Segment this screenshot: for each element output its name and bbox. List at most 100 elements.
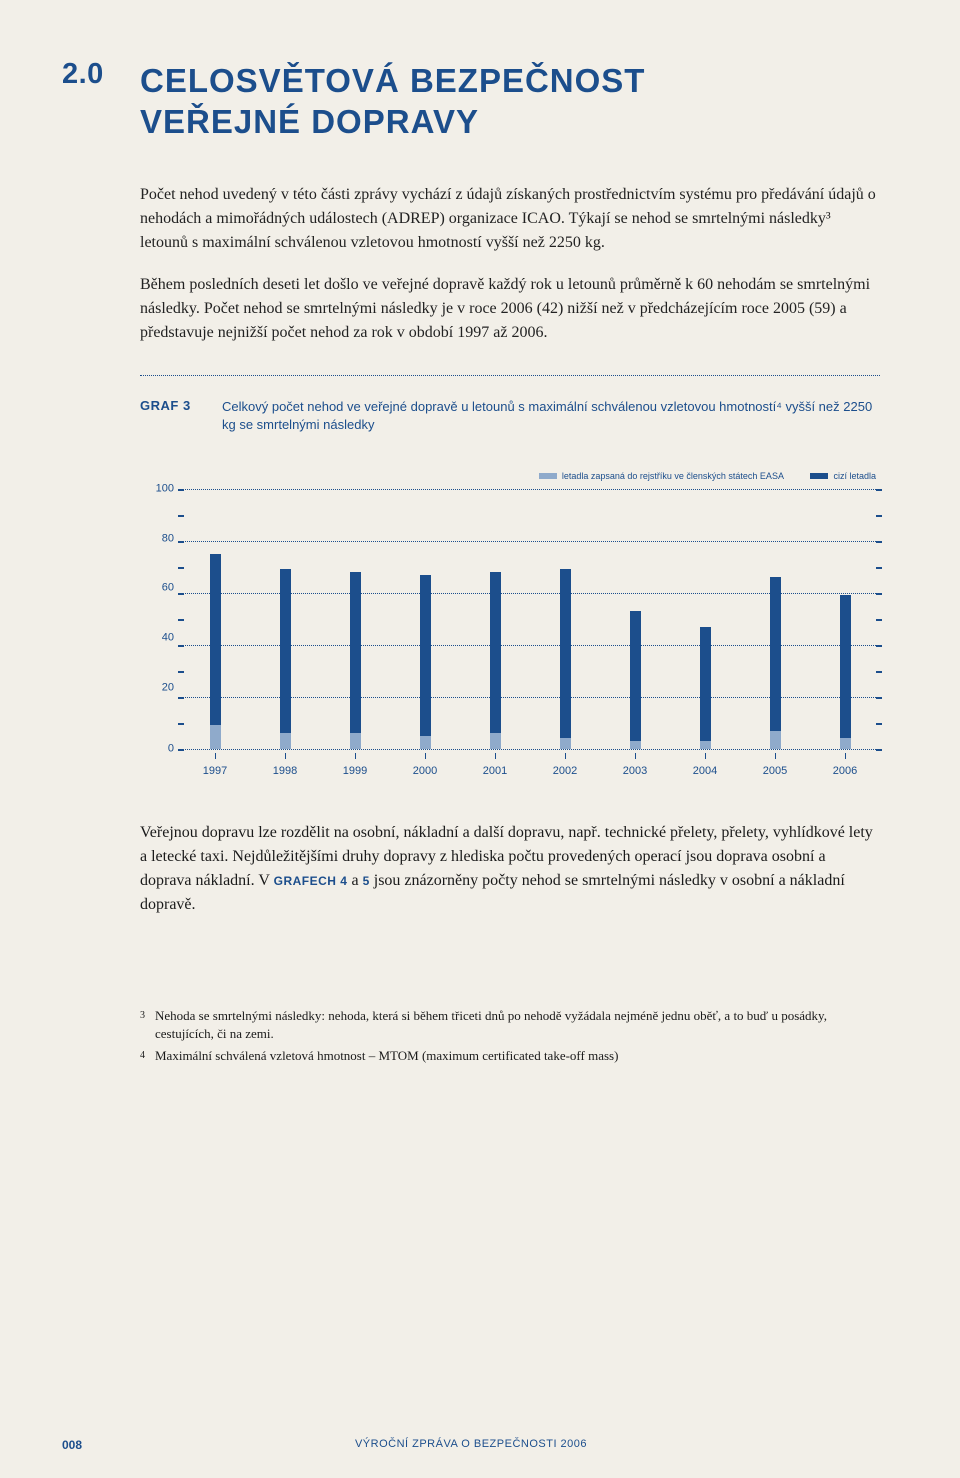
x-tick-mark	[635, 753, 636, 759]
footnote-text-4: Maximální schválená vzletová hmotnost – …	[155, 1047, 880, 1065]
page-title: CELOSVĚTOVÁ BEZPEČNOST VEŘEJNÉ DOPRAVY	[140, 60, 880, 143]
bar-segment-foreign	[840, 595, 851, 738]
y-tick-mark	[178, 645, 184, 647]
y-axis: 100806040200	[140, 489, 180, 749]
bar-group	[840, 595, 851, 748]
para3-ref-2: 5	[363, 874, 370, 888]
bar-group	[420, 575, 431, 749]
chart-caption: Celkový počet nehod ve veřejné dopravě u…	[222, 398, 880, 436]
bar-segment-foreign	[490, 572, 501, 733]
x-tick-mark	[705, 753, 706, 759]
legend-label-easa: letadla zapsaná do rejstříku ve členskýc…	[562, 471, 784, 481]
bar-segment-foreign	[350, 572, 361, 733]
para3-ref-1: GRAFECH 4	[274, 874, 348, 888]
legend-foreign: cizí letadla	[810, 471, 876, 481]
bar-group	[630, 611, 641, 749]
bar-column	[630, 611, 641, 749]
x-tick-mark	[565, 753, 566, 759]
y-tick-label: 60	[140, 583, 174, 594]
chart-plot-area: 100806040200	[140, 489, 880, 749]
bar-segment-foreign	[700, 627, 711, 741]
y-tick-mark	[178, 749, 184, 751]
body-text-2: Veřejnou dopravu lze rozdělit na osobní,…	[140, 821, 880, 917]
x-tick-label: 1997	[180, 765, 250, 777]
y-tick-mark	[178, 541, 184, 543]
legend-label-foreign: cizí letadla	[833, 471, 876, 481]
bar-segment-foreign	[210, 554, 221, 726]
bar-segment-foreign	[560, 569, 571, 738]
bar-column	[490, 572, 501, 749]
title-line-2: VEŘEJNÉ DOPRAVY	[140, 103, 479, 140]
chart-section: GRAF 3 Celkový počet nehod ve veřejné do…	[140, 375, 880, 777]
bar-segment-easa	[420, 736, 431, 749]
intro-text: Počet nehod uvedený v této části zprávy …	[140, 183, 880, 345]
y-tick-mark	[178, 619, 184, 621]
para3-mid: a	[347, 872, 362, 889]
y-tick-mark	[876, 515, 882, 517]
bar-column	[350, 572, 361, 749]
x-tick-mark	[845, 753, 846, 759]
x-axis: 1997199819992000200120022003200420052006	[180, 765, 880, 777]
y-tick-mark	[876, 723, 882, 725]
footnote-number-3: 3	[140, 1009, 145, 1043]
footer-doc-title: VÝROČNÍ ZPRÁVA O BEZPEČNOSTI 2006	[62, 1438, 880, 1450]
y-tick-label: 40	[140, 633, 174, 644]
x-tick-label: 2000	[390, 765, 460, 777]
x-tick-mark	[495, 753, 496, 759]
bar-column	[840, 595, 851, 748]
paragraph-1: Počet nehod uvedený v této části zprávy …	[140, 183, 880, 255]
page: 2.0 CELOSVĚTOVÁ BEZPEČNOST VEŘEJNÉ DOPRA…	[0, 0, 960, 1478]
bar-segment-easa	[210, 725, 221, 748]
x-tick-mark	[215, 753, 216, 759]
chart: letadla zapsaná do rejstříku ve členskýc…	[140, 470, 880, 777]
x-tick-label: 2004	[670, 765, 740, 777]
legend-swatch-foreign	[810, 473, 828, 479]
bar-segment-foreign	[280, 569, 291, 733]
page-footer: 008 VÝROČNÍ ZPRÁVA O BEZPEČNOSTI 2006	[62, 1438, 880, 1452]
paragraph-2: Během posledních deseti let došlo ve veř…	[140, 273, 880, 345]
bar-group	[490, 572, 501, 749]
footnotes: 3 Nehoda se smrtelnými následky: nehoda,…	[140, 1007, 880, 1066]
x-tick-mark	[775, 753, 776, 759]
y-tick-mark	[876, 489, 882, 491]
gridline	[180, 593, 880, 594]
bar-segment-foreign	[420, 575, 431, 736]
x-tick-mark	[425, 753, 426, 759]
y-tick-mark	[178, 723, 184, 725]
chart-legend: letadla zapsaná do rejstříku ve členskýc…	[140, 470, 880, 481]
y-tick-mark	[876, 697, 882, 699]
legend-easa: letadla zapsaná do rejstříku ve členskýc…	[539, 471, 784, 481]
gridline	[180, 645, 880, 646]
y-tick-mark	[876, 671, 882, 673]
footnote-number-4: 4	[140, 1049, 145, 1065]
footnote-text-3: Nehoda se smrtelnými následky: nehoda, k…	[155, 1007, 880, 1043]
x-tick-label: 2001	[460, 765, 530, 777]
title-line-1: CELOSVĚTOVÁ BEZPEČNOST	[140, 62, 645, 99]
bar-group	[280, 569, 291, 748]
y-tick-mark	[178, 697, 184, 699]
y-tick-mark	[876, 541, 882, 543]
x-tick-label: 2005	[740, 765, 810, 777]
y-tick-label: 0	[140, 743, 174, 754]
bar-segment-easa	[490, 733, 501, 749]
x-tick-label: 1998	[250, 765, 320, 777]
x-tick-label: 2003	[600, 765, 670, 777]
plot-region	[180, 489, 880, 749]
gridline	[180, 489, 880, 490]
bar-group	[770, 577, 781, 749]
bar-segment-easa	[770, 731, 781, 749]
bar-column	[560, 569, 571, 748]
y-tick-mark	[178, 593, 184, 595]
y-tick-label: 100	[140, 483, 174, 494]
y-tick-mark	[876, 567, 882, 569]
gridline	[180, 541, 880, 542]
gridline	[180, 697, 880, 698]
bar-segment-foreign	[770, 577, 781, 730]
y-tick-mark	[178, 489, 184, 491]
bar-column	[420, 575, 431, 749]
bar-group	[350, 572, 361, 749]
bar-segment-easa	[280, 733, 291, 749]
legend-swatch-easa	[539, 473, 557, 479]
bar-segment-easa	[840, 738, 851, 748]
y-tick-label: 80	[140, 533, 174, 544]
